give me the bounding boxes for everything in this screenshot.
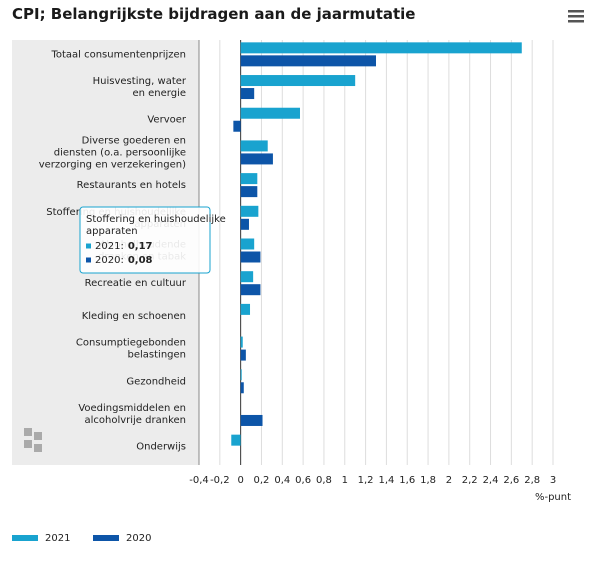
y-tick-label: Kleding en schoenen (82, 311, 186, 322)
tooltip-marker (86, 257, 91, 263)
x-tick-label: 0,8 (316, 475, 332, 486)
x-tick-label: 2,2 (462, 475, 478, 486)
bar (240, 218, 249, 230)
tooltip-value: 0,17 (128, 241, 153, 252)
menu-icon-bar (568, 15, 584, 18)
y-tick-label: Restaurants en hotels (77, 180, 186, 191)
bar (240, 153, 273, 165)
bar (240, 186, 258, 198)
logo-part (24, 428, 32, 436)
y-tick-label: Consumptiegebonden belastingen (76, 338, 186, 361)
bar (240, 251, 261, 263)
x-tick-label: 1,2 (358, 475, 374, 486)
logo (24, 428, 42, 452)
legend-swatch (12, 535, 38, 541)
logo-part (34, 432, 42, 440)
y-tick-label: Onderwijs (136, 442, 186, 453)
x-tick-label: 0,6 (295, 475, 311, 486)
x-tick-label: 1,4 (378, 475, 394, 486)
x-tick-label: -0,2 (210, 475, 230, 486)
x-tick-label: 0,2 (254, 475, 270, 486)
menu-button[interactable] (568, 10, 584, 23)
logo-part (34, 444, 42, 452)
bar (240, 369, 242, 381)
bar (240, 303, 251, 315)
x-tick-label: 2 (446, 475, 452, 486)
tooltip-value: 0,08 (128, 255, 153, 266)
logo-part (24, 440, 32, 448)
x-tick-label: -0,4 (189, 475, 209, 486)
x-tick-label: 2,8 (524, 475, 540, 486)
tooltip-series: 2020: (95, 255, 124, 266)
bar (240, 173, 258, 185)
menu-icon-bar (568, 20, 584, 23)
x-tick-label: 0 (237, 475, 243, 486)
tooltip-title: Stoffering en huishoudelijke apparaten (86, 214, 226, 237)
bar (231, 434, 241, 446)
bar (240, 414, 263, 426)
bar (240, 205, 259, 217)
bar (240, 349, 246, 361)
y-tick-label: Huisvesting, water en energie (93, 76, 187, 99)
bar (240, 238, 255, 250)
x-axis-label: %-punt (535, 492, 571, 503)
bar (240, 75, 356, 87)
y-tick-label: Gezondheid (126, 376, 186, 387)
x-tick-label: 2,4 (483, 475, 499, 486)
x-tick-label: 0,4 (274, 475, 290, 486)
tooltip: Stoffering en huishoudelijke apparaten 202… (79, 206, 226, 274)
x-tick-label: 1 (342, 475, 348, 486)
y-tick-label: Totaal consumentenprijzen (50, 49, 186, 60)
bar (240, 88, 255, 100)
y-tick-label: Voedingsmiddelen en alcoholvrije dranken (78, 403, 186, 426)
tooltip-marker (86, 243, 91, 249)
bar (240, 336, 243, 348)
menu-icon-bar (568, 10, 584, 13)
bar (233, 120, 241, 132)
y-tick-label: Diverse goederen en diensten (o.a. persoo… (39, 135, 186, 170)
bar (240, 55, 376, 67)
x-tick-label: 3 (550, 475, 556, 486)
bar (240, 284, 261, 296)
legend-label: 2020 (126, 533, 151, 544)
bar (240, 271, 254, 283)
chart-title: CPI; Belangrijkste bijdragen aan de jaar… (12, 5, 415, 23)
x-tick-label: 1,6 (399, 475, 415, 486)
x-tick-label: 1,8 (420, 475, 436, 486)
bar (240, 42, 522, 54)
legend-label: 2021 (45, 533, 70, 544)
tooltip-box (79, 206, 211, 274)
y-tick-label: Vervoer (147, 115, 187, 126)
x-tick-label: 2,6 (503, 475, 519, 486)
legend-swatch (93, 535, 119, 541)
tooltip-series: 2021: (95, 241, 124, 252)
bar (240, 140, 268, 152)
bar (240, 382, 244, 394)
y-tick-label: Recreatie en cultuur (85, 278, 187, 289)
bar (240, 107, 300, 119)
